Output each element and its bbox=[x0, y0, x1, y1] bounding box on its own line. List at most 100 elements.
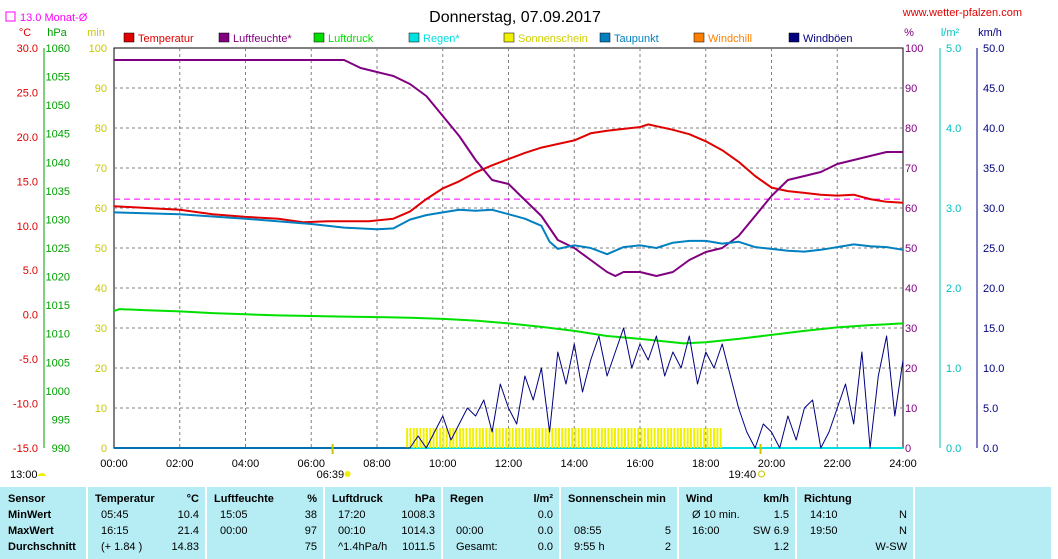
x-tick-label: 24:00 bbox=[889, 458, 917, 470]
axis-unit-pressure: hPa bbox=[47, 27, 67, 39]
axis-tick-sunshine: 20 bbox=[95, 363, 107, 375]
x-tick-label: 20:00 bbox=[758, 458, 786, 470]
legend-swatch bbox=[599, 32, 611, 43]
stats-column bbox=[561, 487, 677, 559]
axis-tick-humidity: 90 bbox=[905, 83, 917, 95]
axis-unit-rain: l/m² bbox=[941, 27, 960, 39]
axis-tick-temperature: 15.0 bbox=[17, 176, 38, 188]
axis-tick-sunshine: 60 bbox=[95, 203, 107, 215]
axis-tick-sunshine: 80 bbox=[95, 123, 107, 135]
stats-time-wind: 16:00 bbox=[692, 525, 720, 537]
legend-swatch bbox=[503, 32, 515, 43]
stats-time-direction: 14:10 bbox=[810, 509, 838, 521]
axis-tick-sunshine: 0 bbox=[101, 443, 107, 455]
axis-unit-temperature: °C bbox=[19, 27, 31, 39]
axis-tick-humidity: 70 bbox=[905, 163, 917, 175]
axis-tick-wind: 5.0 bbox=[983, 403, 998, 415]
axis-tick-rain: 5.0 bbox=[946, 43, 961, 55]
legend-swatch bbox=[693, 32, 705, 43]
axis-tick-sunshine: 40 bbox=[95, 283, 107, 295]
axis-tick-pressure: 1030 bbox=[46, 214, 70, 226]
axis-tick-sunshine: 90 bbox=[95, 83, 107, 95]
axis-tick-wind: 15.0 bbox=[983, 323, 1004, 335]
stats-value-temperature: 14.83 bbox=[171, 541, 199, 553]
stats-time-pressure: ^1.4hPa/h bbox=[338, 541, 388, 553]
x-tick-label: 02:00 bbox=[166, 458, 194, 470]
stats-value-direction: N bbox=[899, 525, 907, 537]
stats-value-sunshine: 2 bbox=[664, 541, 671, 553]
axis-tick-wind: 30.0 bbox=[983, 203, 1004, 215]
stats-header-wind: Wind bbox=[686, 493, 713, 505]
axis-tick-wind: 50.0 bbox=[983, 43, 1004, 55]
stats-header-humidity: Luftfeuchte bbox=[214, 493, 274, 505]
stats-row-label: MinWert bbox=[8, 509, 52, 521]
axes-labels: 30.0 25.0 20.0 15.0 10.0 5.0 0.0 -5.0 -10.0 -15.0… bbox=[10, 27, 1004, 481]
stats-unit-pressure: hPa bbox=[414, 493, 435, 505]
axis-tick-temperature: 5.0 bbox=[23, 265, 38, 277]
stats-time-temperature: 05:45 bbox=[101, 509, 129, 521]
x-tick-label: 12:00 bbox=[495, 458, 523, 470]
stats-column bbox=[88, 487, 205, 559]
axis-tick-pressure: 1045 bbox=[46, 129, 70, 141]
legend-label: Regen* bbox=[423, 33, 460, 45]
stats-value-pressure: 1014.3 bbox=[401, 525, 435, 537]
axis-tick-humidity: 40 bbox=[905, 283, 917, 295]
legend-swatch bbox=[123, 32, 135, 43]
axis-tick-temperature: -10.0 bbox=[13, 399, 38, 411]
axis-tick-temperature: 10.0 bbox=[17, 221, 38, 233]
stats-value-wind: 1.5 bbox=[773, 509, 789, 521]
stats-column bbox=[0, 487, 86, 559]
stats-table: Sensor MinWert MaxWert Durchschnitt Temperat… bbox=[0, 487, 1058, 559]
axis-tick-sunshine: 10 bbox=[95, 403, 107, 415]
axis-tick-rain: 4.0 bbox=[946, 123, 961, 135]
stats-time-temperature: 16:15 bbox=[101, 525, 129, 537]
axis-tick-pressure: 1015 bbox=[46, 300, 70, 312]
stats-value-temperature: 10.4 bbox=[177, 509, 199, 521]
stats-time-rain: Gesamt: bbox=[456, 541, 498, 553]
axis-tick-humidity: 0 bbox=[905, 443, 911, 455]
stats-value-wind: SW 6.9 bbox=[752, 525, 789, 537]
axis-tick-pressure: 1055 bbox=[46, 72, 70, 84]
stats-value-rain: 0.0 bbox=[537, 509, 553, 521]
stats-time-temperature: (+ 1.84 ) bbox=[101, 541, 143, 553]
plot-series bbox=[113, 59, 904, 449]
axis-tick-temperature: -15.0 bbox=[13, 443, 38, 455]
x-tick-label: 08:00 bbox=[363, 458, 391, 470]
axis-tick-pressure: 1005 bbox=[46, 357, 70, 369]
axis-tick-humidity: 10 bbox=[905, 403, 917, 415]
axis-tick-wind: 40.0 bbox=[983, 123, 1004, 135]
stats-value-humidity: 75 bbox=[304, 541, 317, 553]
axis-tick-rain: 0.0 bbox=[946, 443, 961, 455]
axis-tick-pressure: 1010 bbox=[46, 329, 70, 341]
series-line-luftdruck bbox=[113, 308, 904, 345]
axis-tick-pressure: 990 bbox=[52, 443, 70, 455]
legend-swatch bbox=[408, 32, 420, 43]
x-tick-label: 14:00 bbox=[560, 458, 588, 470]
stats-value-temperature: 21.4 bbox=[177, 525, 199, 537]
stats-time-rain: 00:00 bbox=[456, 525, 484, 537]
series-line-taupunkt bbox=[113, 208, 904, 256]
axis-tick-humidity: 20 bbox=[905, 363, 917, 375]
extra-time-label: 13:00 bbox=[10, 469, 38, 481]
stats-header-sunshine: Sonnenschein min bbox=[568, 493, 666, 505]
x-tick-label: 06:00 bbox=[297, 458, 325, 470]
axis-tick-rain: 2.0 bbox=[946, 283, 961, 295]
stats-value-pressure: 1008.3 bbox=[401, 509, 435, 521]
website-label[interactable]: www.wetter-pfalzen.com bbox=[902, 7, 1022, 19]
stats-column bbox=[679, 487, 795, 559]
axis-unit-wind: km/h bbox=[978, 27, 1002, 39]
legend-swatch bbox=[788, 32, 800, 43]
stats-value-humidity: 97 bbox=[304, 525, 317, 537]
sunset-label: 19:40 bbox=[729, 469, 757, 481]
axis-tick-pressure: 1025 bbox=[46, 243, 70, 255]
legend-label: Luftfeuchte* bbox=[233, 33, 292, 45]
series-line-luftfeuchte bbox=[114, 59, 903, 277]
stats-row-label: Durchschnitt bbox=[8, 541, 76, 553]
stats-value-direction: W-SW bbox=[875, 541, 907, 553]
axis-tick-sunshine: 70 bbox=[95, 163, 107, 175]
stats-unit-humidity: % bbox=[307, 493, 317, 505]
stats-header-sensor: Sensor bbox=[8, 493, 46, 505]
axis-tick-humidity: 30 bbox=[905, 323, 917, 335]
stats-row-label: MaxWert bbox=[8, 525, 54, 537]
axis-tick-pressure: 995 bbox=[52, 414, 70, 426]
